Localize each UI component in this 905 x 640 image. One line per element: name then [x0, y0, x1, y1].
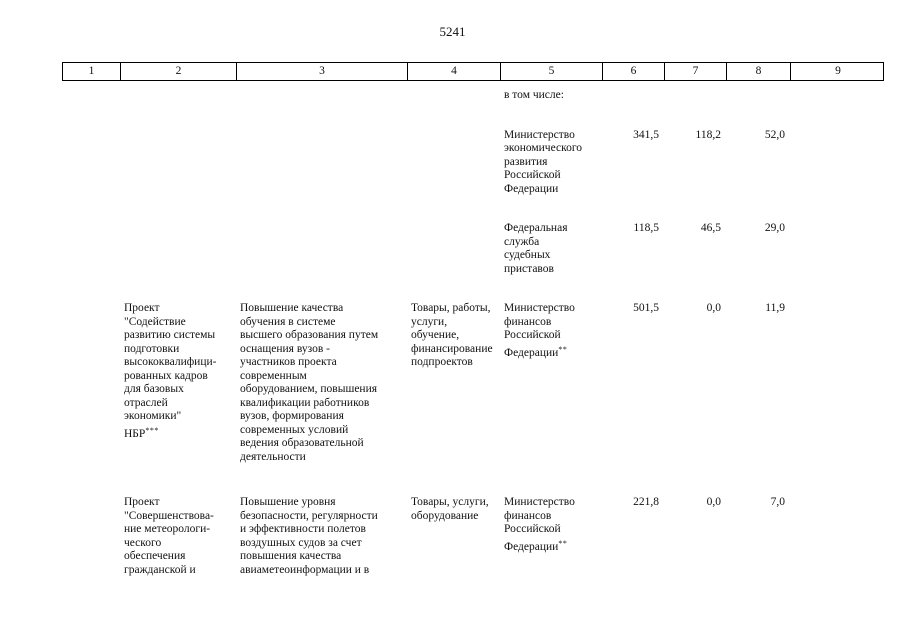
column-number-header: 7 — [665, 63, 727, 80]
category-text: Товары, работы, услуги, обучение, финанс… — [411, 302, 493, 368]
cell-agency: Министерство экономического развития Рос… — [500, 129, 602, 197]
cell-amount: 11,9 — [765, 302, 785, 314]
column-number-header: 1 — [63, 63, 121, 80]
cell-amount: 7,0 — [770, 496, 785, 508]
cell-amount: 0,0 — [706, 496, 721, 508]
cell-amount: 29,0 — [764, 222, 785, 234]
cell-objective: Повышение уровня безопасности, регулярно… — [236, 496, 407, 577]
column-number-header: 2 — [121, 63, 237, 80]
table-row: Проект "Совершенствова- ние метеорологи-… — [62, 496, 884, 577]
project-name: Проект "Совершенствова- ние метеорологи-… — [124, 496, 214, 576]
objective-text: Повышение уровня безопасности, регулярно… — [240, 496, 378, 576]
table-row: в том числе: — [62, 89, 884, 103]
cell-subtotal-label: в том числе: — [500, 89, 602, 103]
cell-amount: 46,5 — [700, 222, 721, 234]
cell-agency: Федеральная служба судебных приставов — [500, 222, 602, 276]
table: 1 2 3 4 5 6 7 8 9 в том числе: Министерс… — [62, 62, 884, 577]
footnote-marker: *** — [145, 425, 159, 435]
table-header-row: 1 2 3 4 5 6 7 8 9 — [62, 62, 884, 81]
subtotal-label: в том числе: — [504, 89, 564, 101]
cell-project-name: Проект "Содействие развитию системы подг… — [120, 302, 236, 464]
cell-amount: 118,5 — [633, 222, 659, 234]
footnote-marker: ** — [558, 344, 568, 354]
cell-amount: 0,0 — [706, 302, 721, 314]
column-number-header: 3 — [237, 63, 408, 80]
page-number: 5241 — [439, 24, 466, 39]
footnote-marker: ** — [558, 538, 568, 548]
column-number-header: 9 — [835, 65, 841, 77]
agency-name: Министерство финансов Российской Федерац… — [504, 496, 575, 553]
cell-category: Товары, работы, услуги, обучение, финанс… — [407, 302, 500, 464]
table-row: Проект "Содействие развитию системы подг… — [62, 302, 884, 464]
table-body: в том числе: Министерство экономического… — [62, 89, 884, 577]
agency-name: Министерство экономического развития Рос… — [504, 128, 583, 195]
agency-name: Федеральная служба судебных приставов — [504, 222, 568, 275]
cell-amount: 501,5 — [633, 302, 659, 314]
cell-amount: 52,0 — [764, 128, 785, 141]
cell-agency: Министерство финансов Российской Федерац… — [500, 496, 602, 577]
cell-amount: 118,2 — [695, 128, 721, 141]
cell-project-name: Проект "Совершенствова- ние метеорологи-… — [120, 496, 236, 577]
table-row: Федеральная служба судебных приставов 11… — [62, 222, 884, 276]
table-row: Министерство экономического развития Рос… — [62, 129, 884, 197]
category-text: Товары, услуги, оборудование — [411, 496, 489, 522]
project-name: Проект "Содействие развитию системы подг… — [124, 302, 217, 440]
cell-objective: Повышение качества обучения в системе вы… — [236, 302, 407, 464]
cell-amount: 341,5 — [633, 128, 659, 141]
cell-agency: Министерство финансов Российской Федерац… — [500, 302, 602, 464]
column-number-header: 5 — [501, 63, 603, 80]
objective-text: Повышение качества обучения в системе вы… — [240, 302, 379, 463]
column-number-header: 8 — [727, 63, 791, 80]
column-number-header: 6 — [603, 63, 665, 80]
cell-amount: 221,8 — [633, 496, 659, 508]
cell-category: Товары, услуги, оборудование — [407, 496, 500, 577]
agency-name: Министерство финансов Российской Федерац… — [504, 302, 575, 359]
column-number-header: 4 — [408, 63, 501, 80]
